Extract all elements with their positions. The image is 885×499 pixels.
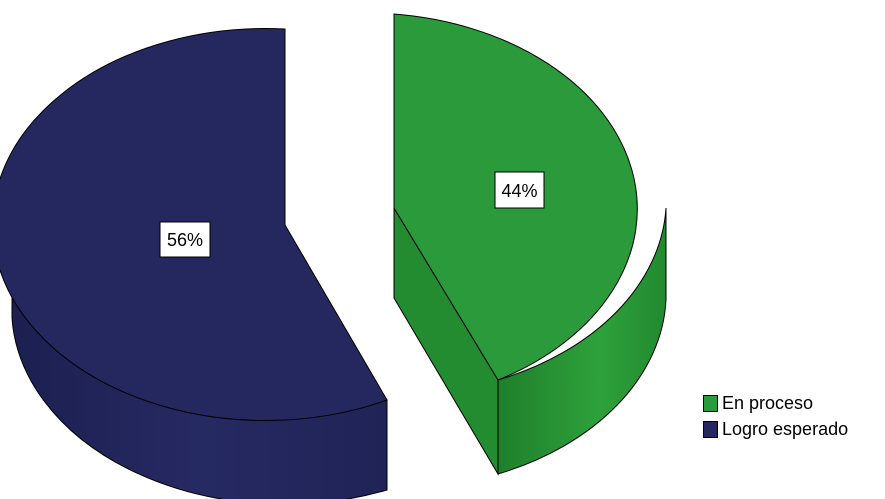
legend: En proceso Logro esperado (703, 390, 848, 442)
data-label-logro-esperado-text: 56% (167, 230, 203, 250)
legend-item-logro-esperado: Logro esperado (703, 416, 848, 442)
legend-item-en-proceso: En proceso (703, 390, 848, 416)
legend-swatch-en-proceso (703, 394, 718, 412)
data-label-en-proceso-text: 44% (501, 181, 537, 201)
data-label-en-proceso: 44% (494, 171, 545, 209)
legend-swatch-logro-esperado (703, 420, 718, 438)
data-label-logro-esperado: 56% (159, 221, 211, 258)
slice-side-en-proceso (497, 207, 667, 475)
legend-label-logro-esperado: Logro esperado (722, 418, 849, 439)
legend-label-en-proceso: En proceso (722, 392, 814, 413)
